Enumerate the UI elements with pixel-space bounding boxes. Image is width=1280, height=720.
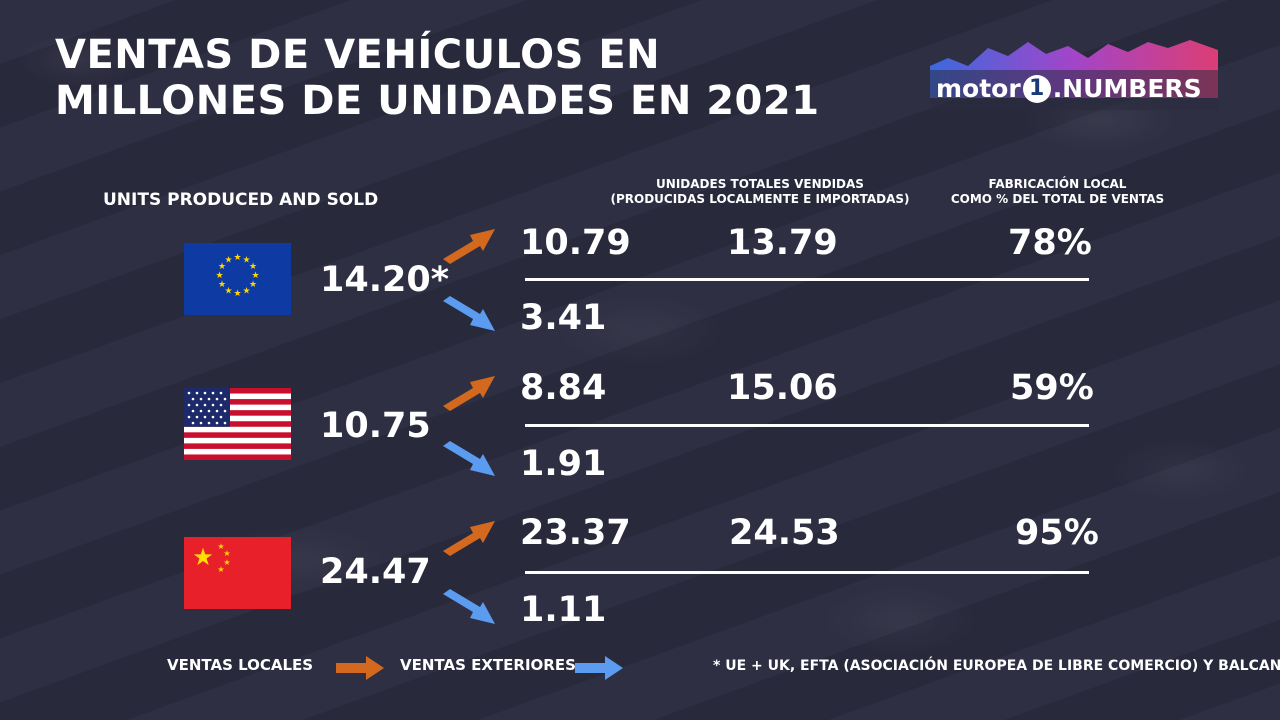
cn-export-sales-value: 1.11 <box>520 590 607 630</box>
svg-text:★: ★ <box>242 256 250 266</box>
china-flag-icon: ★ ★ ★ ★ ★ <box>184 537 291 609</box>
eu-row-divider <box>525 278 1089 281</box>
svg-text:★: ★ <box>218 262 226 272</box>
svg-text:★: ★ <box>224 256 232 266</box>
us-row-divider <box>525 424 1089 427</box>
us-export-sales-value: 1.91 <box>520 444 607 484</box>
legend-local-sales-label: VENTAS LOCALES <box>167 656 314 674</box>
column-header-total-line2: (PRODUCIDAS LOCALMENTE E IMPORTADAS) <box>610 192 910 206</box>
motor1-numbers-logo <box>930 40 1218 110</box>
svg-text:★: ★ <box>233 253 241 263</box>
svg-text:★: ★ <box>224 287 232 297</box>
eu-local-pct-value: 78% <box>1008 223 1092 263</box>
column-header-local-pct: FABRICACIÓN LOCAL COMO % DEL TOTAL DE VE… <box>945 177 1170 207</box>
eu-export-sales-arrow-icon <box>443 296 495 331</box>
logo-text-motor: motor <box>936 74 1021 103</box>
logo-wordmark: motor 1 .NUMBERS <box>936 74 1202 103</box>
column-header-pct-line1: FABRICACIÓN LOCAL <box>988 177 1127 191</box>
svg-text:★: ★ <box>217 565 224 574</box>
column-header-total-sold: UNIDADES TOTALES VENDIDAS (PRODUCIDAS LO… <box>610 177 910 207</box>
us-produced-value: 10.75 <box>320 406 431 446</box>
title-line-1: VENTAS DE VEHÍCULOS EN <box>55 32 661 78</box>
us-local-pct-value: 59% <box>1010 368 1094 408</box>
svg-text:★: ★ <box>249 280 257 290</box>
logo-text-numbers: .NUMBERS <box>1052 74 1202 103</box>
svg-text:★: ★ <box>223 549 230 558</box>
legend-export-sales-label: VENTAS EXTERIORES <box>400 656 576 674</box>
eu-export-sales-value: 3.41 <box>520 298 607 338</box>
us-local-sales-value: 8.84 <box>520 368 607 408</box>
us-local-sales-arrow-icon <box>443 376 495 411</box>
cn-local-pct-value: 95% <box>1015 513 1099 553</box>
svg-text:★: ★ <box>217 542 224 551</box>
column-header-total-line1: UNIDADES TOTALES VENDIDAS <box>656 177 864 191</box>
eu-total-sold-value: 13.79 <box>727 223 838 263</box>
svg-text:★: ★ <box>192 543 214 571</box>
cn-local-sales-arrow-icon <box>443 521 495 556</box>
cn-local-sales-value: 23.37 <box>520 513 631 553</box>
section-label: UNITS PRODUCED AND SOLD <box>103 190 379 210</box>
svg-text:★: ★ <box>251 271 259 281</box>
legend-local-arrow-icon <box>336 656 384 680</box>
cn-export-sales-arrow-icon <box>443 589 495 624</box>
svg-text:★: ★ <box>233 289 241 299</box>
title-line-2: MILLONES DE UNIDADES EN 2021 <box>55 78 820 124</box>
eu-local-sales-value: 10.79 <box>520 223 631 263</box>
us-export-sales-arrow-icon <box>443 441 495 476</box>
cn-total-sold-value: 24.53 <box>729 513 840 553</box>
page-title: VENTAS DE VEHÍCULOS EN MILLONES DE UNIDA… <box>55 32 820 124</box>
svg-text:★: ★ <box>223 558 230 567</box>
logo-text-one: 1 <box>1022 75 1051 103</box>
cn-produced-value: 24.47 <box>320 552 431 592</box>
cn-row-divider <box>525 571 1089 574</box>
eu-produced-value: 14.20* <box>320 260 450 300</box>
svg-text:★: ★ <box>242 287 250 297</box>
footnote: * UE + UK, EFTA (ASOCIACIÓN EUROPEA DE L… <box>713 658 1280 674</box>
svg-text:★: ★ <box>249 262 257 272</box>
us-total-sold-value: 15.06 <box>727 368 838 408</box>
eu-local-sales-arrow-icon <box>443 229 495 264</box>
svg-text:★: ★ <box>218 280 226 290</box>
legend-export-arrow-icon <box>575 656 623 680</box>
svg-text:★: ★ <box>215 271 223 281</box>
eu-flag-icon: ★ ★★ ★★★ ★★★ ★★★ <box>184 243 291 315</box>
us-flag-icon <box>184 388 291 460</box>
column-header-pct-line2: COMO % DEL TOTAL DE VENTAS <box>950 192 1165 206</box>
